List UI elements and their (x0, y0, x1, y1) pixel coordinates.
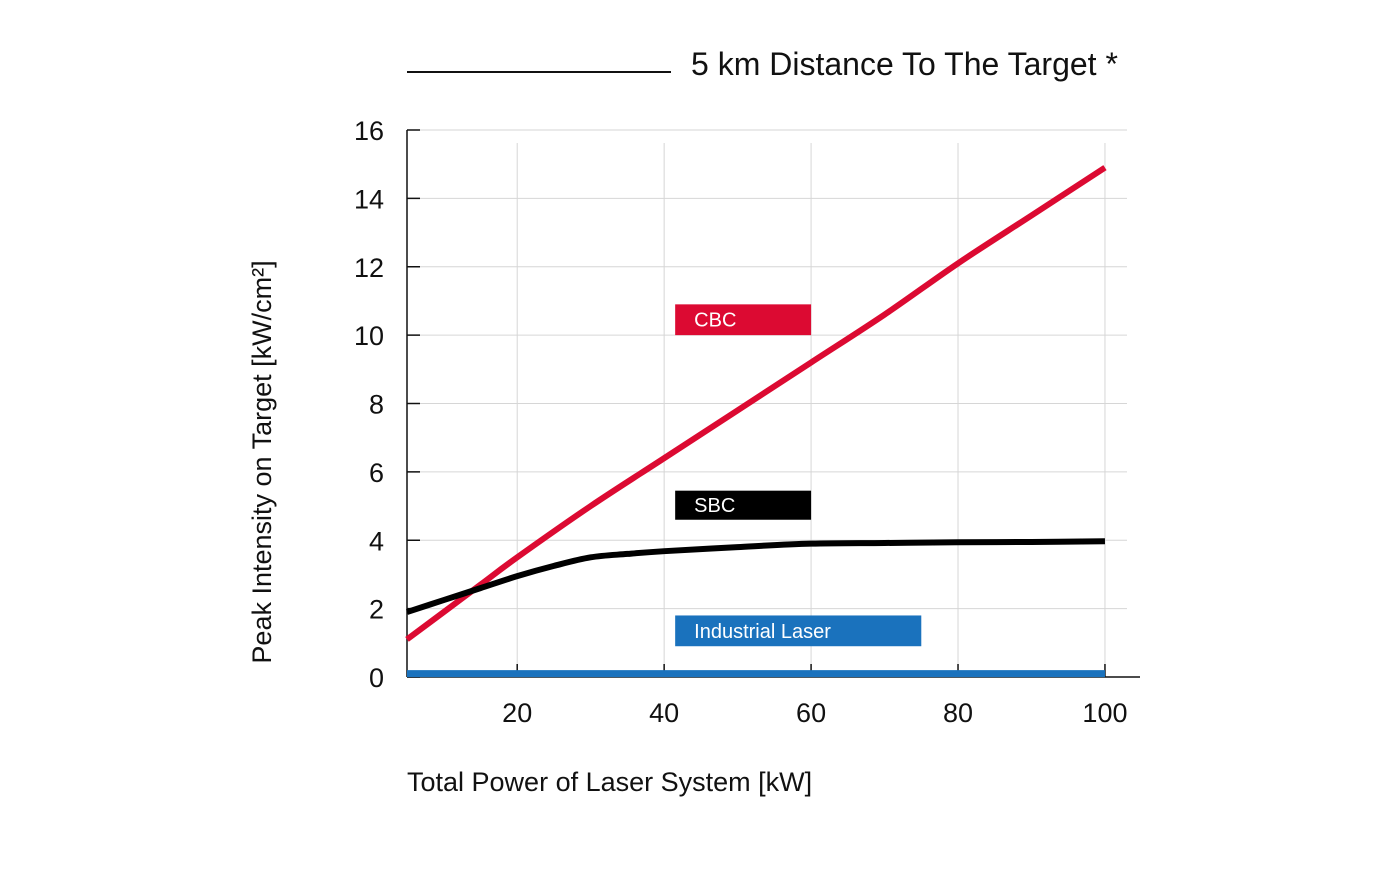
y-tick-label: 16 (354, 116, 384, 146)
y-tick-label: 2 (369, 595, 384, 625)
series-label-industrial-laser: Industrial Laser (694, 621, 831, 643)
series-line-sbc (406, 538, 1105, 615)
y-tick-label: 4 (369, 526, 384, 556)
series-lines (405, 165, 1107, 678)
y-tick-label: 8 (369, 390, 384, 420)
series-label-cbc: CBC (694, 310, 736, 332)
x-tick-labels: 20 40 60 80 100 (502, 698, 1127, 728)
y-tick-label: 12 (354, 253, 384, 283)
series-line-cbc (405, 165, 1107, 642)
x-tick-label: 100 (1082, 698, 1127, 728)
x-tick-label: 80 (943, 698, 973, 728)
y-axis-title: Peak Intensity on Target [kW/cm²] (247, 260, 277, 663)
x-tick-label: 40 (649, 698, 679, 728)
series-label-badge-sbc (675, 490, 812, 520)
series-label-sbc: SBC (694, 495, 735, 517)
series-label-badge-cbc (675, 304, 812, 336)
y-tick-label: 14 (354, 184, 384, 214)
y-tick-label: 0 (369, 663, 384, 693)
x-tick-label: 60 (796, 698, 826, 728)
y-tick-label: 10 (354, 321, 384, 351)
series-label-badge-industrial-laser (675, 615, 922, 647)
y-tick-labels: 0 2 4 6 8 10 12 14 16 (354, 116, 384, 693)
series-labels: CBC SBC Industrial Laser (675, 304, 922, 647)
grid (407, 129, 1127, 677)
x-tick-label: 20 (502, 698, 532, 728)
chart-title: 5 km Distance To The Target * (691, 46, 1118, 82)
x-axis-title: Total Power of Laser System [kW] (407, 767, 812, 797)
y-tick-label: 6 (369, 458, 384, 488)
